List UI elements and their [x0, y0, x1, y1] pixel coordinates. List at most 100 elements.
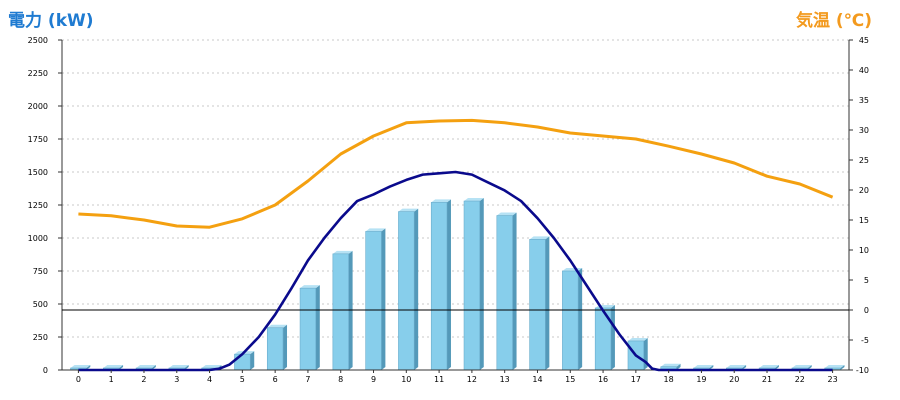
bar-top — [529, 236, 550, 240]
x-tick-label: 7 — [305, 375, 310, 384]
bar-front — [529, 239, 546, 371]
left-tick-label: 2500 — [28, 36, 48, 45]
x-tick-label: 10 — [401, 375, 411, 384]
x-tick-label: 11 — [434, 375, 444, 384]
right-tick-label: 5 — [864, 276, 869, 285]
bar-side — [545, 236, 550, 370]
right-axis-title: 気温 (℃) — [795, 11, 872, 31]
left-tick-label: 1750 — [28, 135, 48, 144]
bar-side — [446, 199, 451, 370]
bar — [594, 304, 615, 371]
grid-lines — [62, 39, 849, 338]
x-tick-label: 21 — [762, 375, 772, 384]
right-tick-label: 30 — [859, 126, 869, 135]
right-tick-label: 10 — [859, 246, 869, 255]
bar — [463, 198, 484, 371]
x-tick-label: 18 — [664, 375, 674, 384]
x-tick-label: 8 — [338, 375, 343, 384]
left-tick-label: 1000 — [28, 234, 48, 243]
bar-top — [824, 365, 845, 369]
x-tick-label: 1 — [109, 375, 114, 384]
right-tick-label: 20 — [859, 186, 869, 195]
bar — [562, 268, 583, 371]
bar-top — [136, 365, 156, 369]
x-tick-label: 3 — [174, 375, 179, 384]
right-tick-label: 35 — [859, 96, 869, 105]
power-line — [78, 170, 833, 372]
tick-labels: 02505007501000125015001750200022502500-1… — [28, 36, 869, 384]
x-tick-label: 2 — [141, 375, 146, 384]
x-tick-label: 14 — [532, 375, 542, 384]
left-tick-label: 250 — [33, 333, 48, 342]
x-tick-label: 5 — [240, 375, 245, 384]
axes — [61, 40, 850, 371]
bar — [430, 199, 451, 371]
bar — [496, 212, 517, 371]
x-tick-label: 0 — [76, 375, 81, 384]
x-tick-label: 17 — [631, 375, 641, 384]
bar-top — [332, 250, 353, 254]
bar-front — [398, 211, 415, 371]
temperature-line — [78, 118, 834, 229]
bar-side — [315, 285, 320, 370]
bar-side — [676, 363, 681, 370]
left-tick-label: 750 — [33, 267, 48, 276]
right-tick-label: 25 — [859, 156, 869, 165]
right-tick-label: 45 — [859, 36, 869, 45]
bar-top — [496, 212, 517, 216]
bar-top — [627, 337, 648, 341]
bar-side — [578, 268, 583, 370]
bar-side — [414, 208, 419, 370]
bar-front — [463, 200, 481, 371]
left-tick-label: 2250 — [28, 69, 48, 78]
bar-top — [660, 363, 681, 367]
x-tick-label: 9 — [371, 375, 376, 384]
bar-side — [840, 365, 845, 370]
bar — [365, 228, 386, 371]
bar-top — [300, 285, 320, 289]
bar-front — [562, 270, 579, 371]
bar-front — [299, 287, 317, 371]
left-tick-label: 0 — [43, 366, 48, 375]
x-tick-label: 19 — [696, 375, 706, 384]
x-tick-label: 16 — [598, 375, 608, 384]
x-tick-label: 6 — [273, 375, 278, 384]
bar — [266, 324, 288, 371]
bar-top — [693, 365, 714, 369]
bar — [398, 208, 419, 371]
bar-top — [201, 365, 222, 369]
bar-front — [496, 215, 513, 371]
left-tick-label: 1250 — [28, 201, 48, 210]
left-tick-label: 1500 — [28, 168, 48, 177]
bar — [627, 337, 648, 371]
bar — [234, 351, 255, 371]
right-tick-label: 0 — [864, 306, 869, 315]
bar-side — [479, 198, 484, 370]
right-tick-label: -5 — [861, 336, 869, 345]
bar-top — [726, 365, 747, 369]
bar-side — [250, 351, 255, 370]
x-tick-label: 12 — [467, 375, 477, 384]
bar-top — [365, 228, 386, 232]
x-tick-label: 13 — [500, 375, 510, 384]
bar-top — [464, 198, 484, 202]
x-tick-label: 22 — [795, 375, 805, 384]
bar-front — [332, 253, 349, 371]
right-tick-label: -10 — [856, 366, 869, 375]
bar — [299, 285, 320, 371]
x-tick-label: 20 — [729, 375, 739, 384]
left-tick-label: 500 — [33, 300, 48, 309]
right-tick-label: 15 — [859, 216, 869, 225]
temperature-series — [78, 118, 834, 229]
bar-front — [266, 327, 284, 371]
bar-top — [168, 365, 189, 369]
bar-top — [70, 365, 91, 369]
bar-front — [430, 202, 448, 371]
x-tick-label: 15 — [565, 375, 575, 384]
power-series — [78, 170, 833, 372]
bar-top — [398, 208, 419, 212]
bar-side — [610, 304, 615, 370]
left-tick-label: 2000 — [28, 102, 48, 111]
bar-side — [512, 212, 517, 370]
